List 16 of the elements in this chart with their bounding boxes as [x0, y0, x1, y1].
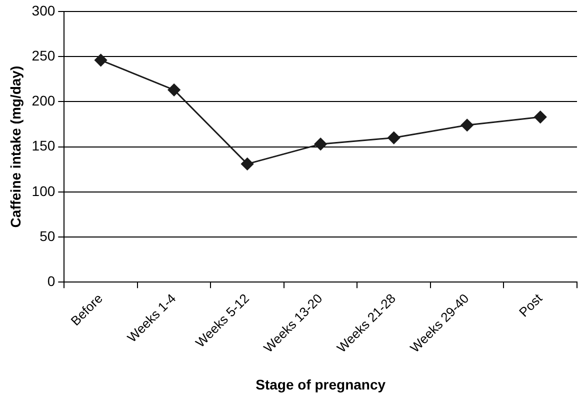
point — [460, 118, 474, 132]
point — [534, 110, 547, 124]
point — [314, 138, 327, 150]
point — [388, 132, 400, 144]
y-tick-label: 150 — [32, 138, 56, 154]
y-tick-label: 0 — [47, 273, 56, 290]
y-tick-label: 300 — [32, 2, 56, 18]
y-tick-label: 100 — [32, 182, 56, 199]
y-tick-label: 250 — [32, 47, 56, 64]
x-axis-title: Stage of pregnancy — [256, 376, 386, 392]
point — [94, 54, 108, 66]
y-tick-label: 50 — [40, 228, 56, 244]
point — [168, 84, 180, 96]
point — [241, 158, 254, 170]
y-axis-title: Caffeine intake (mg/day) — [7, 66, 24, 228]
y-tick-label: 200 — [32, 92, 56, 109]
